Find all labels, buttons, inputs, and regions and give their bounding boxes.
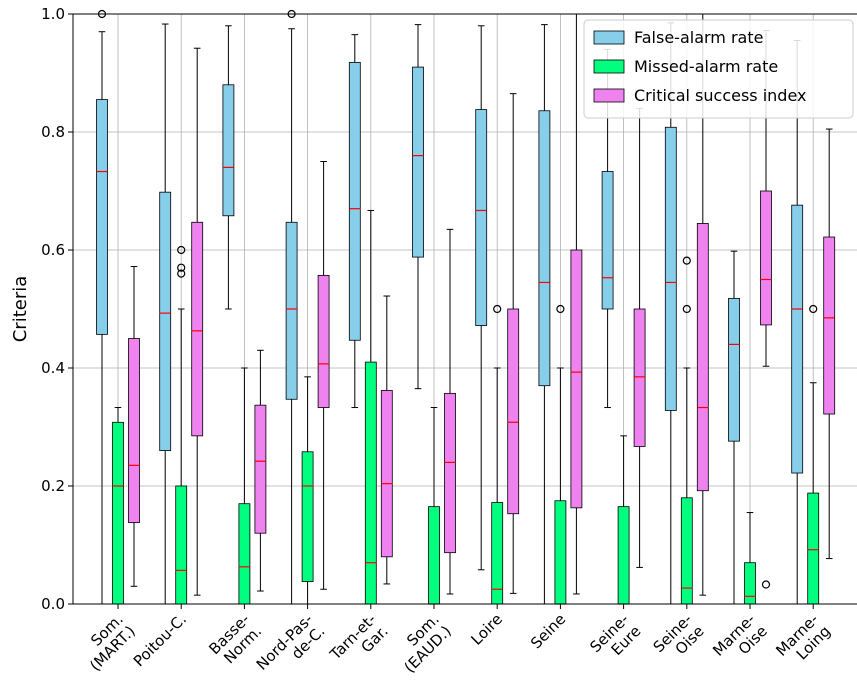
y-tick-label: 0.6 bbox=[41, 241, 65, 259]
box-group bbox=[428, 407, 440, 605]
box bbox=[617, 506, 630, 605]
box-group bbox=[191, 47, 204, 596]
outlier-point bbox=[682, 256, 691, 265]
legend-swatch bbox=[593, 88, 625, 103]
outlier-point bbox=[809, 304, 818, 314]
x-tick-label: Marne-Oise bbox=[709, 610, 771, 672]
y-tick-label: 0.0 bbox=[41, 595, 65, 613]
box bbox=[285, 221, 298, 400]
box-group bbox=[159, 23, 172, 605]
box bbox=[317, 274, 330, 408]
box-group bbox=[823, 128, 836, 560]
outlier-point bbox=[177, 245, 186, 255]
box bbox=[254, 404, 267, 534]
box-group bbox=[475, 25, 488, 571]
box bbox=[744, 562, 756, 605]
box-group bbox=[364, 209, 377, 605]
x-tick-label: Som.(MART.) bbox=[74, 610, 139, 675]
y-tick-label: 0.2 bbox=[41, 477, 65, 495]
box bbox=[728, 297, 740, 442]
box bbox=[191, 221, 204, 437]
x-tick-label: Tarn-et-Gar. bbox=[326, 610, 392, 676]
x-tick-label: Loire bbox=[467, 610, 506, 649]
outlier-point bbox=[177, 269, 186, 278]
legend-swatch bbox=[593, 59, 625, 74]
box bbox=[807, 492, 820, 605]
box-group bbox=[791, 40, 804, 605]
box-group bbox=[254, 349, 267, 592]
box-group bbox=[348, 34, 361, 409]
box-group bbox=[507, 93, 520, 594]
box bbox=[96, 99, 108, 335]
x-tick-label: Seine-Oise bbox=[650, 610, 708, 668]
box bbox=[601, 171, 614, 310]
box bbox=[428, 506, 440, 605]
box bbox=[554, 500, 567, 605]
legend: False-alarm rate Missed-alarm rate Critica… bbox=[583, 19, 854, 119]
box-group bbox=[617, 435, 630, 605]
box bbox=[364, 361, 377, 605]
x-tick-label-line: Loire bbox=[467, 610, 506, 649]
box-group bbox=[380, 295, 393, 585]
box-group bbox=[633, 107, 646, 568]
x-tick-label-line: Seine bbox=[527, 610, 569, 652]
box-group bbox=[728, 250, 740, 605]
box-group bbox=[222, 25, 235, 310]
box-group bbox=[538, 24, 551, 605]
box bbox=[112, 421, 124, 605]
box bbox=[760, 190, 772, 326]
box-group bbox=[96, 9, 108, 605]
x-tick-label: Seine bbox=[527, 610, 569, 652]
box bbox=[238, 503, 251, 605]
x-tick-label: Seine-Eure bbox=[586, 610, 644, 668]
y-tick-label: 0.4 bbox=[41, 359, 65, 377]
y-axis-label: Criteria bbox=[10, 276, 31, 343]
box bbox=[348, 61, 361, 341]
box bbox=[570, 249, 583, 509]
box-group bbox=[412, 24, 424, 390]
box-group bbox=[301, 376, 314, 605]
outlier-point bbox=[177, 263, 186, 272]
box-group bbox=[317, 161, 330, 590]
legend-label: False-alarm rate bbox=[634, 28, 763, 47]
legend-frame bbox=[583, 19, 854, 119]
box-group bbox=[285, 9, 298, 605]
box bbox=[128, 338, 140, 523]
box-group bbox=[744, 512, 756, 605]
box bbox=[380, 390, 393, 558]
outlier-point bbox=[682, 304, 691, 314]
box-group bbox=[112, 407, 124, 605]
box bbox=[538, 110, 551, 387]
box bbox=[696, 223, 709, 492]
y-tick-label: 0.8 bbox=[41, 123, 65, 141]
x-tick-label-line: Poitou-C. bbox=[130, 610, 190, 670]
legend-label: Missed-alarm rate bbox=[634, 57, 778, 76]
outlier-point bbox=[556, 304, 565, 314]
box-group bbox=[570, 13, 583, 595]
box bbox=[633, 308, 646, 447]
box-group bbox=[444, 228, 456, 595]
box bbox=[444, 392, 456, 554]
box bbox=[475, 109, 488, 326]
box bbox=[175, 485, 188, 605]
x-tick-label: Marne-Loing bbox=[772, 610, 834, 672]
box bbox=[791, 204, 804, 474]
outlier-point bbox=[761, 580, 771, 589]
x-tick-label: Som.(EAUD.) bbox=[389, 610, 455, 676]
y-tick-label: 1.0 bbox=[41, 5, 65, 23]
box bbox=[412, 66, 424, 258]
outlier-point bbox=[493, 304, 502, 314]
legend-label: Critical success index bbox=[634, 86, 807, 105]
box-group bbox=[128, 266, 140, 587]
box bbox=[301, 451, 314, 582]
x-tick-label: Nord-Pas-de-C. bbox=[253, 610, 329, 686]
x-tick-label: Poitou-C. bbox=[130, 610, 190, 670]
box bbox=[507, 308, 520, 515]
box bbox=[159, 191, 172, 452]
box bbox=[222, 84, 235, 217]
box bbox=[664, 126, 677, 411]
box bbox=[823, 236, 836, 415]
legend-swatch bbox=[593, 30, 625, 45]
